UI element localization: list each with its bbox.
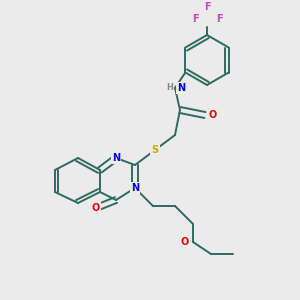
Text: F: F — [192, 14, 198, 24]
Text: N: N — [112, 153, 120, 163]
Text: N: N — [177, 83, 185, 93]
Text: F: F — [216, 14, 222, 24]
Text: H: H — [167, 83, 173, 92]
Text: O: O — [181, 237, 189, 247]
Text: S: S — [152, 145, 159, 155]
Text: O: O — [92, 203, 100, 213]
Text: N: N — [131, 183, 139, 193]
Text: F: F — [204, 2, 210, 12]
Text: O: O — [209, 110, 217, 120]
